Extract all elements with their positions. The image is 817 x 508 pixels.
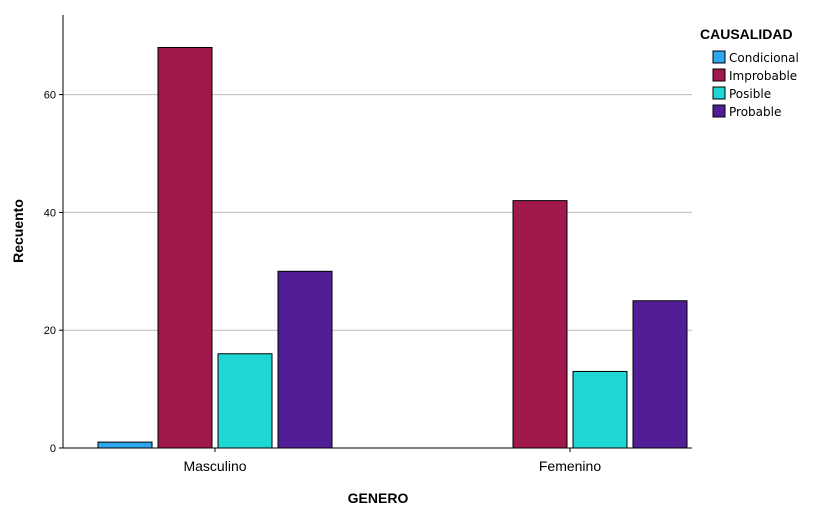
y-tick-label: 0 xyxy=(50,443,56,455)
gridlines xyxy=(63,94,692,331)
legend-label-improbable: Improbable xyxy=(729,69,797,83)
bar-posible-masculino xyxy=(217,353,273,449)
bar-probable-femenino xyxy=(632,300,688,449)
y-tick-label: 20 xyxy=(44,325,56,337)
y-ticks: 0 20 40 60 xyxy=(44,90,63,455)
legend-label-probable: Probable xyxy=(729,105,781,119)
legend-swatch-condicional xyxy=(712,50,726,64)
x-category-label: Masculino xyxy=(183,458,246,474)
y-tick-label: 40 xyxy=(44,207,56,219)
legend-swatch-probable xyxy=(712,104,726,118)
bar-posible-femenino xyxy=(572,370,628,449)
bar-improbable-femenino xyxy=(512,200,568,449)
bar-condicional-masculino xyxy=(97,441,153,449)
legend: CAUSALIDAD Condicional Improbable Posible P… xyxy=(700,26,799,119)
legend-title: CAUSALIDAD xyxy=(700,26,793,42)
legend-label-posible: Posible xyxy=(729,87,771,101)
x-axis-title: GENERO xyxy=(348,490,409,506)
legend-swatch-posible xyxy=(712,86,726,100)
bar-improbable-masculino xyxy=(157,46,213,449)
bar-probable-masculino xyxy=(277,270,333,449)
x-category-label: Femenino xyxy=(539,458,601,474)
legend-label-condicional: Condicional xyxy=(729,51,799,65)
legend-swatch-improbable xyxy=(712,68,726,82)
axes xyxy=(62,15,692,449)
y-tick-label: 60 xyxy=(44,90,56,102)
y-axis-title: Recuento xyxy=(10,199,26,263)
bars xyxy=(97,46,688,449)
x-category-labels: Masculino Femenino xyxy=(183,448,601,474)
